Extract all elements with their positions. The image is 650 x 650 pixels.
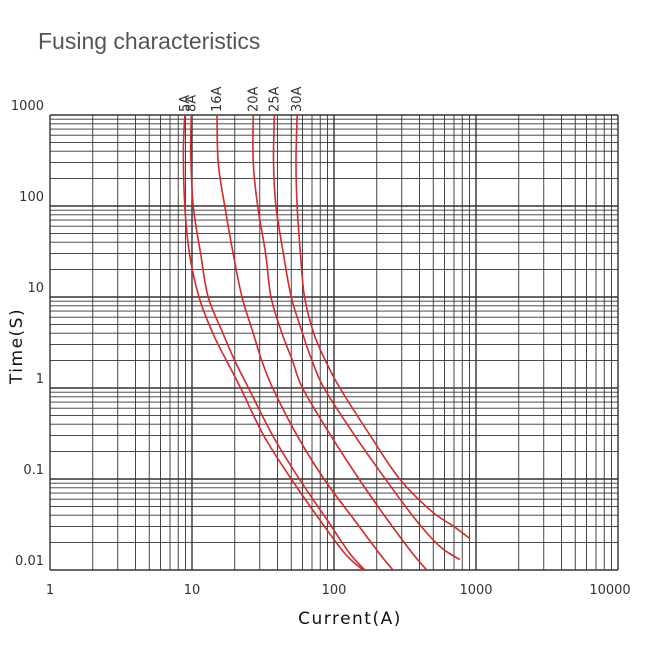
- y-tick-label: 100: [19, 190, 44, 205]
- series-line-25a: [272, 114, 461, 561]
- series-line-8a: [189, 114, 366, 571]
- series-line-30a: [295, 114, 471, 540]
- x-tick-labels: 1 10 100 1000 10000: [46, 583, 631, 598]
- y-tick-label: 0.1: [23, 463, 44, 478]
- chart-title: Fusing characteristics: [38, 28, 261, 54]
- y-tick-label: 0.01: [15, 554, 44, 569]
- curve-label-16a: 16A: [210, 86, 225, 112]
- x-tick-label: 100: [322, 583, 347, 598]
- curve-label-20a: 20A: [246, 86, 261, 112]
- curve-label-5a: 5A: [178, 95, 193, 112]
- curve-label-30a: 30A: [290, 86, 305, 112]
- curve-label-25a: 25A: [267, 86, 282, 112]
- y-axis-label: Time(S): [7, 308, 27, 385]
- series-line-5a: [182, 114, 364, 571]
- series-line-16a: [216, 114, 394, 571]
- y-tick-label: 1000: [11, 99, 44, 114]
- x-tick-label: 1: [46, 583, 54, 598]
- x-axis-label: Current(A): [298, 609, 402, 629]
- x-tick-label: 10: [184, 583, 201, 598]
- x-tick-label: 1000: [459, 583, 492, 598]
- curve-label-8a: 8A: [184, 95, 199, 112]
- series-layer: [182, 114, 471, 571]
- y-tick-labels: 0.01 0.1 1 10 100 1000: [11, 99, 44, 569]
- y-tick-label: 1: [36, 372, 44, 387]
- series-line-20a: [252, 114, 428, 571]
- y-tick-label: 10: [27, 281, 44, 296]
- x-tick-label: 10000: [589, 583, 630, 598]
